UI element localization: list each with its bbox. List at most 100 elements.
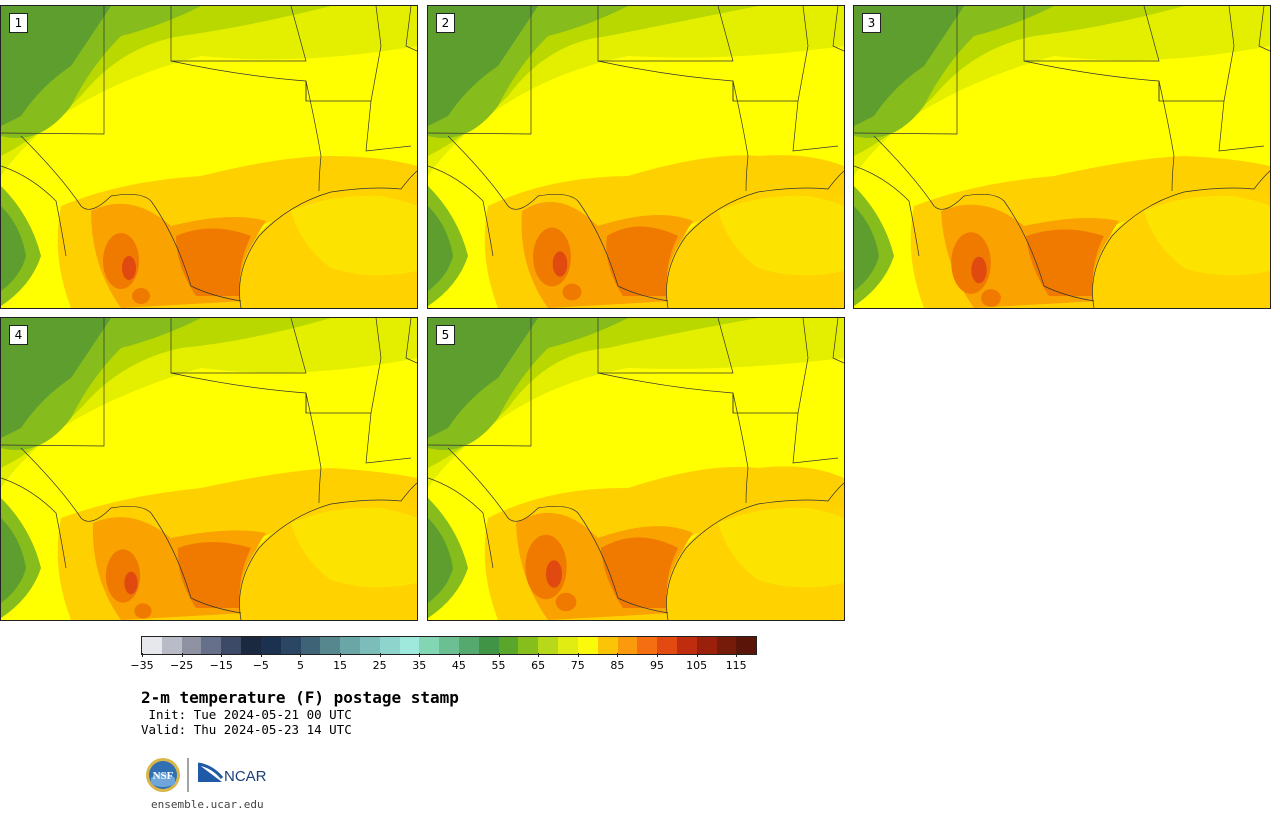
temperature-map-1	[1, 6, 417, 308]
colorbar-tick-label: 25	[372, 659, 387, 672]
mountain-region	[1, 318, 111, 438]
stamp-panel-3[interactable]: 3	[853, 5, 1271, 309]
hot-spot	[122, 256, 136, 280]
mountain-region	[1, 206, 26, 291]
colorbar-tick	[142, 653, 143, 657]
state-border	[597, 318, 734, 374]
state-border	[305, 81, 412, 152]
stamp-panel-5[interactable]: 5	[427, 317, 845, 621]
colorbar-tick-label: 105	[686, 659, 708, 672]
colorbar-swatch	[676, 637, 697, 654]
colorbar-swatch	[459, 637, 479, 654]
colorbar-swatch	[696, 637, 717, 654]
colorbar-tick	[419, 653, 421, 657]
colorbar-tick-label: 85	[610, 659, 625, 672]
mountain-region	[854, 206, 879, 291]
ncar-logo-icon: NCAR	[197, 762, 267, 785]
colorbar-tick	[181, 653, 183, 657]
panel-number-label: 5	[436, 325, 455, 345]
nsf-logo-text: NSF	[153, 770, 174, 782]
colorbar-tick	[736, 653, 738, 657]
international-border	[1, 165, 67, 257]
state-border	[305, 80, 322, 192]
init-time: Init: Tue 2024-05-21 00 UTC	[141, 707, 352, 722]
temperature-map-5	[428, 318, 844, 620]
colorbar-swatch	[736, 637, 757, 654]
coastline	[239, 482, 417, 620]
colorbar-tick-label: 15	[333, 659, 348, 672]
colorbar-tick	[577, 653, 579, 657]
state-border	[170, 318, 307, 374]
colorbar-tick-label: 5	[296, 659, 304, 672]
colorbar-swatch	[478, 637, 499, 654]
state-border	[832, 318, 844, 364]
international-border	[428, 477, 494, 569]
gulf-of-mexico	[718, 507, 844, 588]
colorbar-tick-label: 95	[649, 659, 664, 672]
colorbar-swatch	[142, 637, 162, 654]
colorbar-swatch	[439, 637, 459, 654]
state-border	[1, 6, 105, 135]
colorbar-swatch	[379, 637, 400, 654]
colorbar-tick	[458, 653, 460, 657]
state-border	[732, 80, 749, 192]
colorbar-tick-label: 55	[491, 659, 506, 672]
panel-number-label: 1	[9, 13, 28, 33]
colorbar-tick	[498, 653, 500, 657]
colorbar-tick-label: −5	[252, 659, 269, 672]
stamp-panel-1[interactable]: 1	[0, 5, 418, 309]
colorbar-swatch	[538, 637, 559, 654]
state-border	[405, 6, 417, 52]
hot-spot	[545, 560, 563, 588]
colorbar-swatch	[577, 637, 598, 654]
hot-spot	[981, 289, 1001, 307]
colorbar-tick-label: −15	[209, 659, 233, 672]
hot-region	[177, 542, 251, 608]
state-border	[305, 393, 412, 464]
colorbar-swatch	[399, 637, 420, 654]
colorbar-tick-label: 45	[451, 659, 466, 672]
coastline	[666, 170, 844, 308]
hot-spot	[555, 592, 577, 612]
colorbar-tick-label: 35	[412, 659, 427, 672]
international-border	[854, 165, 920, 257]
gulf-of-mexico	[291, 507, 417, 588]
state-border	[428, 6, 532, 135]
colorbar-tick	[656, 653, 658, 657]
coastline	[239, 170, 417, 308]
gulf-of-mexico	[291, 195, 417, 276]
colorbar-tick-label: 65	[531, 659, 546, 672]
colorbar-swatch	[181, 637, 202, 654]
colorbar-swatch	[498, 637, 519, 654]
state-border	[405, 318, 417, 364]
state-border	[1158, 80, 1175, 192]
colorbar-swatch	[161, 637, 182, 654]
temperature-map-2	[428, 6, 844, 308]
international-border	[20, 135, 242, 302]
colorbar-tick	[221, 653, 223, 657]
colorbar-swatch	[280, 637, 301, 654]
state-border	[732, 392, 749, 504]
panel-number-label: 3	[862, 13, 881, 33]
state-border	[854, 6, 958, 135]
colorbar-swatch	[320, 637, 341, 654]
panel-number-label: 4	[9, 325, 28, 345]
colorbar-swatch	[359, 637, 380, 654]
state-border	[1158, 81, 1265, 152]
hot-region	[606, 226, 678, 296]
sponsor-logos: NSF NCAR	[144, 756, 274, 794]
international-border	[1, 477, 67, 569]
stamp-panel-2[interactable]: 2	[427, 5, 845, 309]
hot-spot	[134, 603, 152, 619]
international-border	[873, 135, 1095, 302]
state-border	[428, 318, 532, 447]
colorbar-tick-label: 115	[725, 659, 747, 672]
state-border	[732, 393, 839, 464]
state-border	[1258, 6, 1270, 52]
stamp-panel-4[interactable]: 4	[0, 317, 418, 621]
colorbar-tick-label: 75	[570, 659, 585, 672]
international-border	[20, 447, 242, 614]
international-border	[447, 135, 669, 302]
colorbar-tick	[617, 653, 619, 657]
state-border	[1023, 6, 1160, 62]
